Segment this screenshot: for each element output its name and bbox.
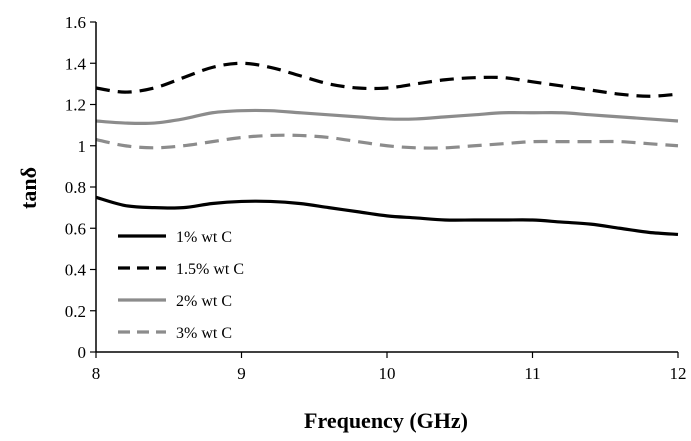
legend: 1% wt C 1.5% wt C 2% wt C 3% wt C <box>118 229 244 342</box>
x-tick-label: 11 <box>524 364 540 383</box>
y-tick-label: 0.2 <box>65 302 86 321</box>
x-tick-label: 8 <box>92 364 101 383</box>
y-tick-label: 1.4 <box>65 54 87 73</box>
y-tick-label: 0.4 <box>65 261 87 280</box>
series-line-2pct-wt-c <box>95 108 679 126</box>
series-line-1pct-wt-c <box>95 195 679 237</box>
plot-area <box>96 22 678 352</box>
y-axis-title: tanδ <box>16 167 41 209</box>
legend-label-1-5pct-wt-c: 1.5% wt C <box>176 261 244 278</box>
y-tick-label: 1.6 <box>65 13 86 32</box>
x-tick-label: 9 <box>237 364 246 383</box>
x-axis-title: Frequency (GHz) <box>304 408 468 433</box>
x-tick-label: 12 <box>670 364 687 383</box>
series-layer <box>95 61 679 237</box>
y-tick-label: 1 <box>78 137 87 156</box>
plot-background <box>96 22 678 352</box>
legend-label-1pct-wt-c: 1% wt C <box>176 229 232 246</box>
legend-label-3pct-wt-c: 3% wt C <box>176 325 232 342</box>
y-tick-label: 1.2 <box>65 96 86 115</box>
y-tick-label: 0.6 <box>65 219 86 238</box>
series-line-3pct-wt-c <box>95 133 679 150</box>
axes-layer: 0 0.2 0.4 0.6 0.8 1 1.2 1.4 1.6 8 9 10 11 12 <box>65 13 687 383</box>
x-tick-label: 10 <box>379 364 396 383</box>
series-line-1-5pct-wt-c <box>95 61 679 98</box>
y-tick-label: 0 <box>78 343 87 362</box>
legend-label-2pct-wt-c: 2% wt C <box>176 293 232 310</box>
y-tick-label: 0.8 <box>65 178 86 197</box>
